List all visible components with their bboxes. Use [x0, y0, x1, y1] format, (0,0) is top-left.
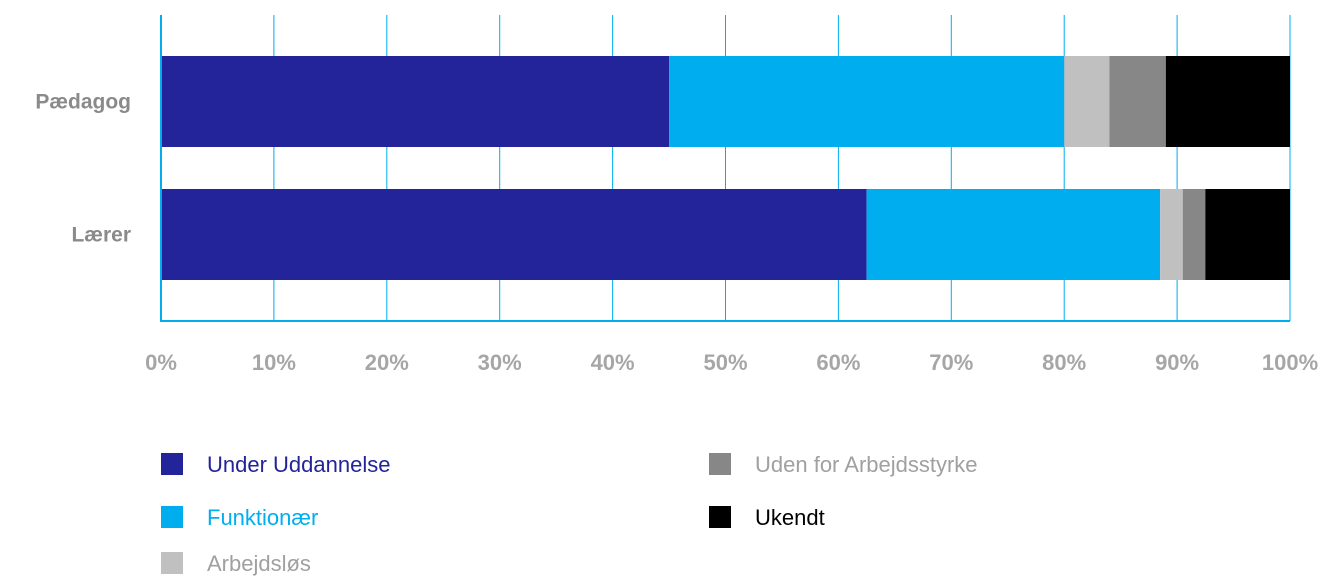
legend-swatch — [161, 506, 183, 528]
bar-segment — [1109, 56, 1166, 147]
bar-segment — [669, 56, 1065, 147]
axes — [160, 15, 1290, 322]
legend-swatch — [709, 453, 731, 475]
x-tick-label: 30% — [478, 350, 522, 375]
x-tick-label: 100% — [1262, 350, 1318, 375]
bar-segment — [1165, 56, 1290, 147]
bar-segment — [1160, 189, 1183, 280]
legend-swatch — [161, 453, 183, 475]
x-tick-label: 40% — [591, 350, 635, 375]
legend: Under Uddannelse Funktionær Arbejdsløs Uden… — [161, 452, 978, 576]
x-tick-label: 70% — [929, 350, 973, 375]
bar-segment — [1205, 189, 1290, 280]
x-tick-label: 60% — [816, 350, 860, 375]
category-label: Pædagog — [35, 91, 131, 114]
x-tick-label: 0% — [145, 350, 177, 375]
category-labels: Pædagog Lærer — [35, 91, 131, 247]
x-tick-label: 10% — [252, 350, 296, 375]
x-tick-label: 80% — [1042, 350, 1086, 375]
legend-label: Uden for Arbejdsstyrke — [755, 452, 978, 477]
x-tick-label: 50% — [703, 350, 747, 375]
bar-segment — [866, 189, 1161, 280]
bar-segment — [1182, 189, 1206, 280]
x-tick-label: 90% — [1155, 350, 1199, 375]
x-tick-label: 20% — [365, 350, 409, 375]
legend-swatch — [161, 552, 183, 574]
bar-segments — [161, 56, 1290, 280]
x-tick-labels: 0% 10% 20% 30% 40% 50% 60% 70% 80% 90% 100% — [145, 350, 1318, 375]
bar-segment — [1064, 56, 1110, 147]
legend-label: Ukendt — [755, 505, 825, 530]
bar-segment — [161, 189, 867, 280]
bar-segment — [161, 56, 670, 147]
legend-label: Funktionær — [207, 505, 318, 530]
legend-label: Under Uddannelse — [207, 452, 390, 477]
legend-swatch — [709, 506, 731, 528]
category-label: Lærer — [71, 224, 131, 247]
legend-label: Arbejdsløs — [207, 551, 311, 576]
